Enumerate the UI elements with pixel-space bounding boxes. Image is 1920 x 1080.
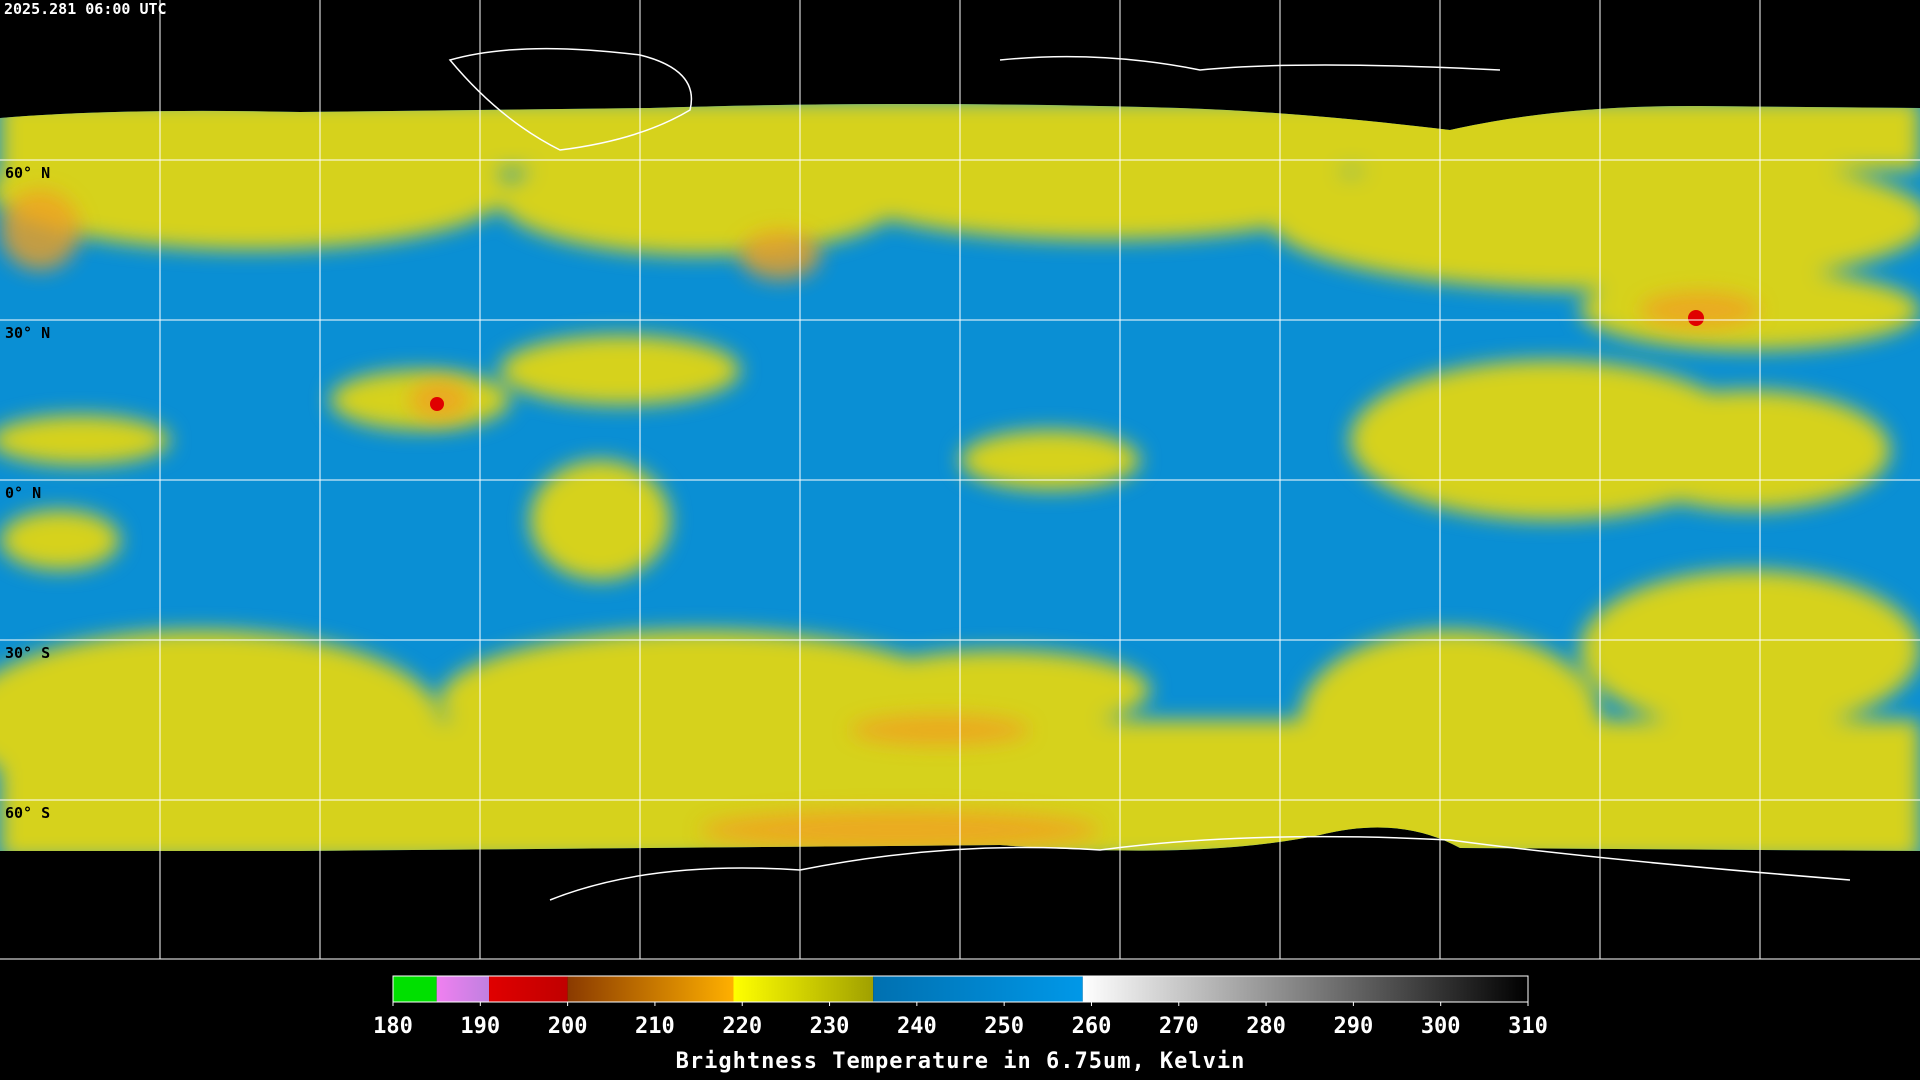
colorbar-tick-label: 300 bbox=[1421, 1014, 1461, 1039]
colorbar-tick-label: 230 bbox=[810, 1014, 850, 1039]
colorbar-segment bbox=[733, 976, 874, 1002]
colorbar-tick-label: 290 bbox=[1334, 1014, 1374, 1039]
colorbar-tick-label: 240 bbox=[897, 1014, 937, 1039]
colorbar-tick-label: 220 bbox=[722, 1014, 762, 1039]
colorbar-tick-label: 310 bbox=[1508, 1014, 1548, 1039]
colorbar-segment bbox=[567, 976, 734, 1002]
graticule bbox=[0, 0, 1920, 960]
colorbar-segment bbox=[1082, 976, 1528, 1002]
colorbar-tick-label: 210 bbox=[635, 1014, 675, 1039]
latitude-label: 0° N bbox=[5, 484, 41, 502]
latitude-label: 60° N bbox=[5, 164, 50, 182]
colorbar-tick-label: 180 bbox=[373, 1014, 413, 1039]
colorbar-segment bbox=[873, 976, 1083, 1002]
colorbar-tick-label: 190 bbox=[460, 1014, 500, 1039]
latitude-label: 60° S bbox=[5, 804, 50, 822]
colorbar-segment bbox=[393, 976, 437, 1002]
coastlines bbox=[448, 47, 1851, 901]
colorbar-tick-label: 250 bbox=[984, 1014, 1024, 1039]
colorbar-tick-label: 200 bbox=[548, 1014, 588, 1039]
colorbar-tick-label: 260 bbox=[1072, 1014, 1112, 1039]
colorbar-frame bbox=[392, 975, 1529, 1003]
latitude-label: 30° N bbox=[5, 324, 50, 342]
timestamp: 2025.281 06:00 UTC bbox=[4, 0, 167, 18]
colorbar-segment bbox=[436, 976, 490, 1002]
latitude-label: 30° S bbox=[5, 644, 50, 662]
colorbar-tick-label: 280 bbox=[1246, 1014, 1286, 1039]
colorbar-segment bbox=[489, 976, 568, 1002]
colorbar-tick-label: 270 bbox=[1159, 1014, 1199, 1039]
colorbar-title: Brightness Temperature in 6.75um, Kelvin bbox=[676, 1049, 1246, 1074]
